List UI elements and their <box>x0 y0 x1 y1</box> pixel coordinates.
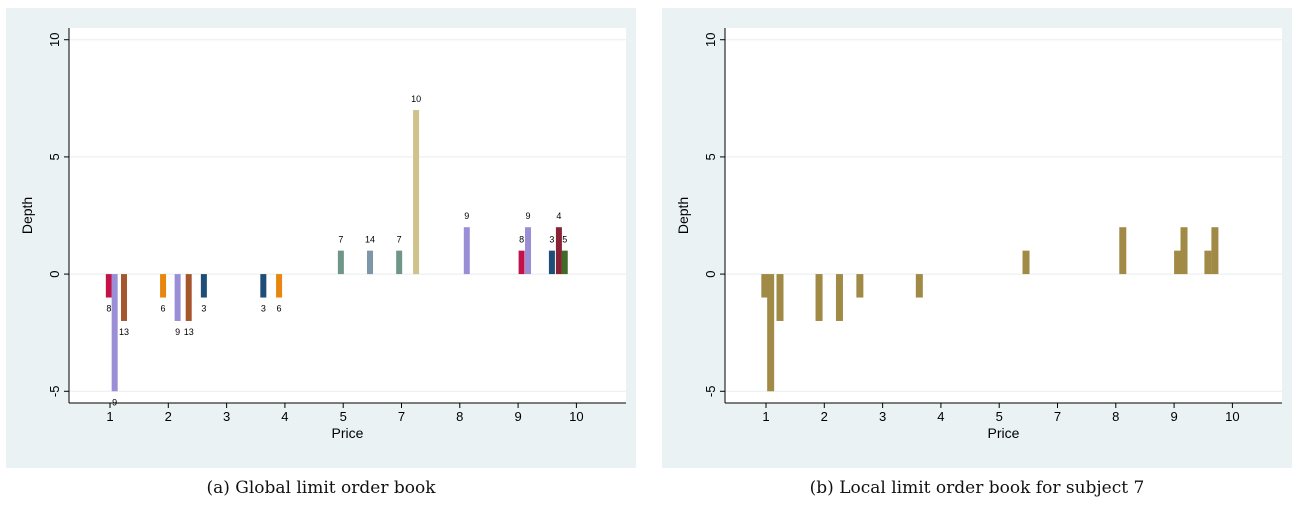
bar-data-label: 3 <box>201 304 206 314</box>
bar <box>1022 250 1030 275</box>
bar-data-label: 7 <box>338 235 343 245</box>
bar <box>463 227 470 275</box>
bar <box>1174 250 1182 275</box>
y-tick-label: 10 <box>703 32 718 46</box>
x-tick-label: 4 <box>281 409 288 424</box>
bar-data-label: 4 <box>556 211 561 221</box>
bar-data-label: 14 <box>365 235 375 245</box>
bar <box>120 274 127 321</box>
bar-data-label: 5 <box>562 235 567 245</box>
x-tick-label: 8 <box>1112 409 1119 424</box>
bar <box>174 274 181 321</box>
y-axis-title: Depth <box>675 197 691 234</box>
bar <box>185 274 192 321</box>
x-tick-label: 7 <box>1054 409 1061 424</box>
bar <box>200 274 207 298</box>
x-tick-label: 10 <box>569 409 583 424</box>
bar <box>518 250 525 275</box>
x-tick-label: 9 <box>1170 409 1177 424</box>
bar <box>1119 227 1127 275</box>
x-tick-label: 1 <box>762 409 769 424</box>
bar <box>767 274 775 392</box>
y-tick-label: 5 <box>47 153 62 160</box>
bar <box>815 274 823 321</box>
y-tick-label: -5 <box>703 386 718 398</box>
bar-data-label: 7 <box>397 235 402 245</box>
bar <box>1204 250 1212 275</box>
bar-data-label: 13 <box>119 327 129 337</box>
bar-data-label: 3 <box>549 235 554 245</box>
bar <box>835 274 843 321</box>
x-tick-label: 5 <box>340 409 347 424</box>
bar <box>548 250 555 275</box>
bar-data-label: 3 <box>261 304 266 314</box>
y-axis-title: Depth <box>19 197 35 234</box>
x-axis-title: Price <box>988 425 1020 441</box>
bar-data-label: 8 <box>106 304 111 314</box>
bar <box>856 274 864 298</box>
x-tick-label: 4 <box>937 409 944 424</box>
y-tick-label: -5 <box>47 386 62 398</box>
bar <box>367 250 374 275</box>
bar-data-label: 8 <box>519 235 524 245</box>
bar <box>1180 227 1188 275</box>
bar <box>276 274 283 298</box>
plot-area <box>725 28 1282 403</box>
bar <box>105 274 112 298</box>
x-tick-label: 1 <box>106 409 113 424</box>
x-tick-label: 8 <box>456 409 463 424</box>
bar <box>525 227 532 275</box>
global-order-book-chart: -5 0 5 10 1 2 3 4 5 7 8 9 10 Price Depth 8 9 13 6 9 13 3 3 6 7 14… <box>19 28 626 441</box>
bar <box>111 274 118 392</box>
bar-data-label: 10 <box>411 94 421 104</box>
local-order-book-chart: -5 0 5 10 1 2 3 4 5 7 8 9 10 Price Depth <box>675 28 1282 441</box>
x-tick-label: 2 <box>165 409 172 424</box>
x-tick-label: 9 <box>514 409 521 424</box>
bar-data-label: 6 <box>277 304 282 314</box>
bar <box>555 227 562 275</box>
y-tick-label: 0 <box>47 270 62 277</box>
y-tick-label: 5 <box>703 153 718 160</box>
caption-local: (b) Local limit order book for subject 7 <box>809 478 1145 498</box>
x-tick-label: 7 <box>398 409 405 424</box>
chart-panel-global: -5 0 5 10 1 2 3 4 5 7 8 9 10 Price Depth 8 9 13 6 9 13 3 3 6 7 14… <box>6 8 636 468</box>
bar <box>160 274 167 298</box>
bar-data-label: 9 <box>526 211 531 221</box>
x-tick-label: 5 <box>996 409 1003 424</box>
bar-data-label: 6 <box>161 304 166 314</box>
caption-global: (a) Global limit order book <box>206 478 436 498</box>
bar <box>413 110 420 275</box>
bar <box>396 250 403 275</box>
bar <box>915 274 923 298</box>
bar-data-label: 9 <box>112 397 117 407</box>
chart-panel-local: -5 0 5 10 1 2 3 4 5 7 8 9 10 Price Depth <box>662 8 1292 468</box>
x-tick-label: 3 <box>879 409 886 424</box>
plot-area <box>69 28 626 403</box>
bar <box>561 250 568 275</box>
y-tick-label: 0 <box>703 270 718 277</box>
bar <box>260 274 267 298</box>
bar-data-label: 9 <box>175 327 180 337</box>
x-tick-label: 3 <box>223 409 230 424</box>
bar <box>337 250 344 275</box>
bar <box>761 274 769 298</box>
x-tick-label: 2 <box>821 409 828 424</box>
bar <box>776 274 784 321</box>
bar-data-label: 9 <box>464 211 469 221</box>
bar <box>1211 227 1219 275</box>
bar-data-label: 13 <box>184 327 194 337</box>
x-tick-label: 10 <box>1225 409 1239 424</box>
x-axis-title: Price <box>332 425 364 441</box>
y-tick-label: 10 <box>47 32 62 46</box>
